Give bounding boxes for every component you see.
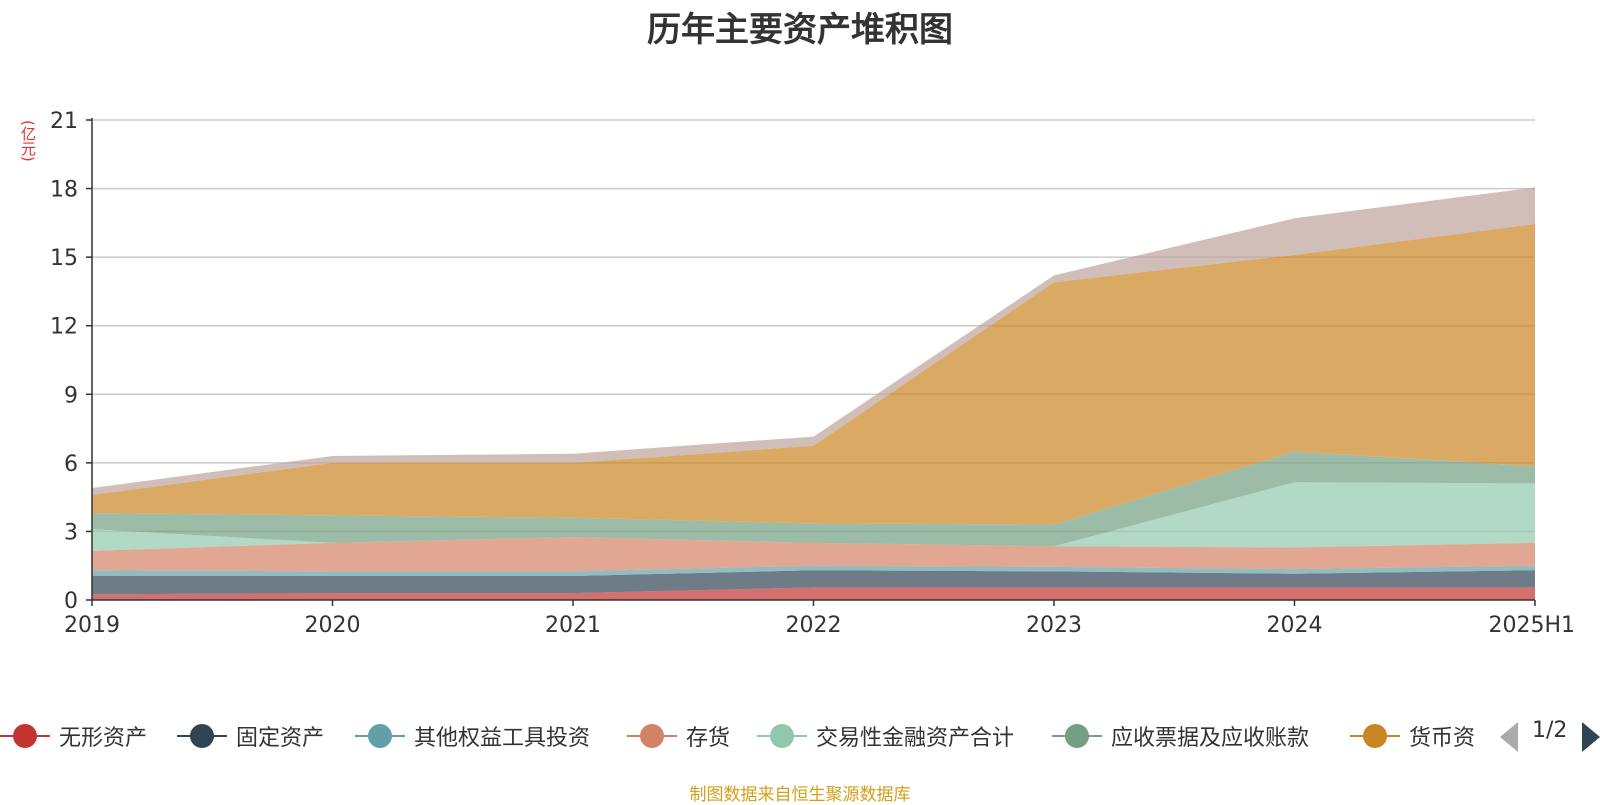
area-series xyxy=(92,570,1535,595)
legend-marker-icon xyxy=(627,721,677,751)
legend-marker-icon xyxy=(355,721,405,751)
legend-label: 固定资产 xyxy=(236,726,325,751)
legend-item[interactable]: 应收票据及应收账款 xyxy=(1052,716,1309,756)
legend-marker-icon xyxy=(1350,721,1400,751)
y-tick-label: 9 xyxy=(64,383,78,408)
x-tick-label: 2021 xyxy=(545,613,601,638)
legend-marker-icon xyxy=(1052,721,1102,751)
legend-marker-icon xyxy=(177,721,227,751)
legend-page-indicator: 1/2 xyxy=(1532,718,1568,743)
legend-item[interactable]: 货币资 xyxy=(1350,716,1475,756)
y-tick-label: 21 xyxy=(50,109,78,134)
legend-label: 其他权益工具投资 xyxy=(414,726,591,751)
area-series xyxy=(92,187,1535,495)
chart-title: 历年主要资产堆积图 xyxy=(647,10,953,50)
area-series xyxy=(92,482,1535,551)
legend-label: 交易性金融资产合计 xyxy=(816,726,1015,751)
y-axis-unit-label: (亿元) xyxy=(19,120,37,162)
y-tick-label: 6 xyxy=(64,452,78,477)
x-tick-label: 2019 xyxy=(64,613,120,638)
stacked-area-chart: 0 3 6 9 12 15 18 21 2019 2020 2021 2022 2023 2024 2025… xyxy=(50,109,1575,638)
legend-prev-page-icon[interactable] xyxy=(1500,722,1518,752)
x-tick-label: 2022 xyxy=(786,613,842,638)
legend-item[interactable]: 无形资产 xyxy=(0,716,147,756)
y-tick-label: 3 xyxy=(64,520,78,545)
legend-marker-icon xyxy=(757,721,807,751)
legend-item[interactable]: 存货 xyxy=(627,716,730,756)
area-series xyxy=(92,587,1535,600)
legend-marker-icon xyxy=(0,721,50,751)
x-tick-label: 2023 xyxy=(1026,613,1082,638)
x-tick-label: 2024 xyxy=(1267,613,1323,638)
legend-label: 货币资 xyxy=(1409,726,1476,751)
area-series xyxy=(92,224,1535,525)
x-tick-label: 2020 xyxy=(305,613,361,638)
legend-item[interactable]: 固定资产 xyxy=(177,716,324,756)
legend-pager: 1/2 xyxy=(1500,716,1600,756)
y-tick-label: 15 xyxy=(50,246,78,271)
x-tick-label: 2025H1 xyxy=(1488,613,1575,638)
y-tick-label: 0 xyxy=(64,589,78,614)
y-tick-label: 12 xyxy=(50,315,78,340)
legend-item[interactable]: 交易性金融资产合计 xyxy=(757,716,1014,756)
y-tick-label: 18 xyxy=(50,178,78,203)
area-series xyxy=(92,565,1535,576)
data-source-note: 制图数据来自恒生聚源数据库 xyxy=(689,785,911,805)
area-series xyxy=(92,537,1535,572)
legend-next-page-icon[interactable] xyxy=(1582,722,1600,752)
legend-label: 无形资产 xyxy=(59,726,148,751)
legend: 无形资产 固定资产 其他权益工具投资 存货 交易性金融资产合计 应收票据及应收账款 货币资 xyxy=(0,716,1600,756)
legend-label: 应收票据及应收账款 xyxy=(1111,726,1310,751)
legend-item[interactable]: 其他权益工具投资 xyxy=(355,716,590,756)
legend-label: 存货 xyxy=(686,726,731,751)
area-series xyxy=(92,451,1535,547)
